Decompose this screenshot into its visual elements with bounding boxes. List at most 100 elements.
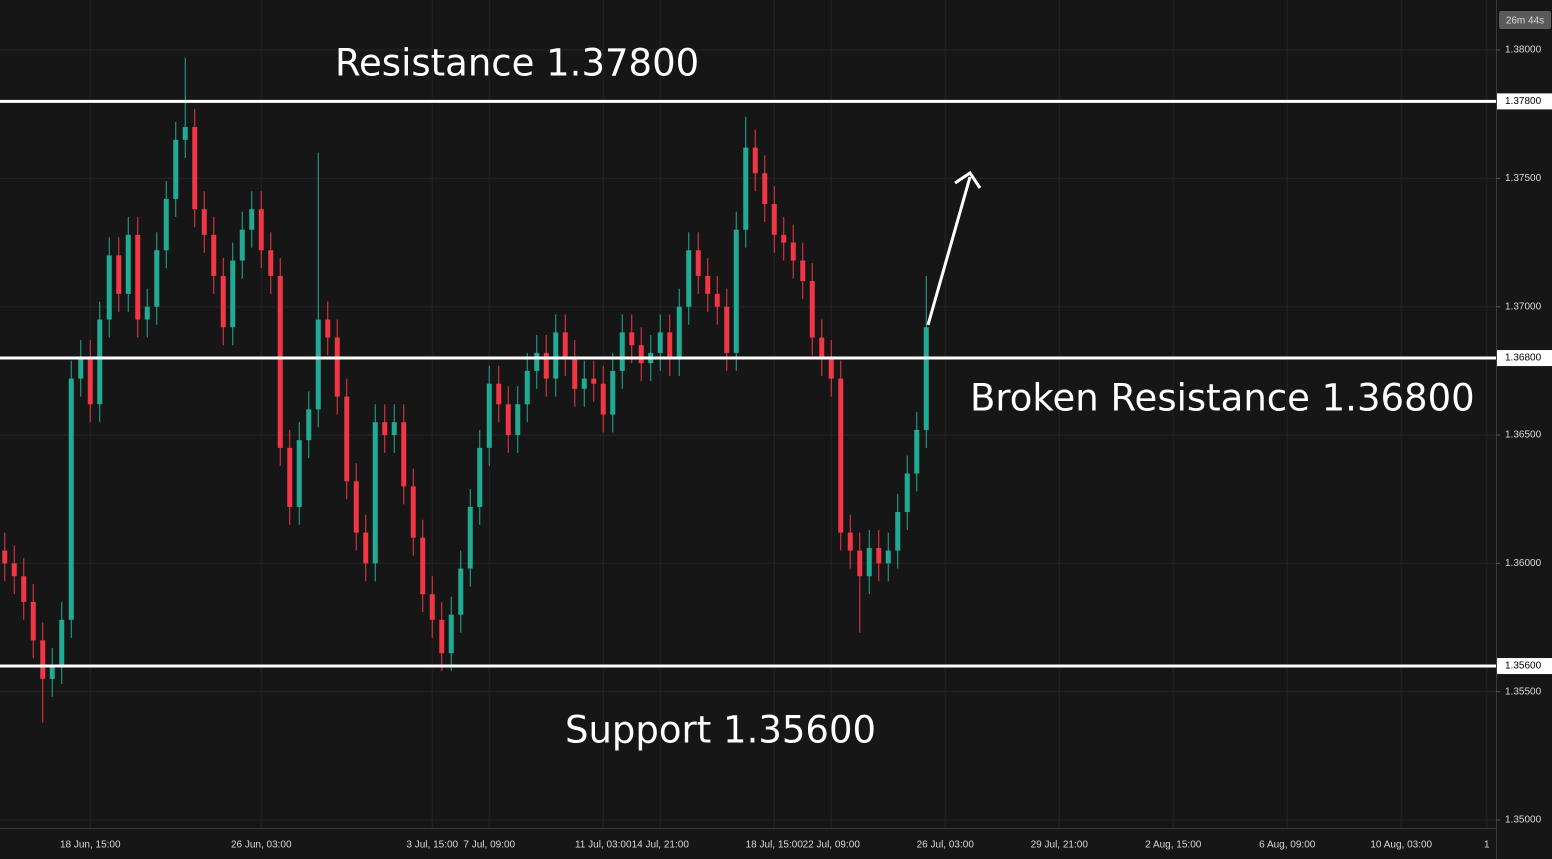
candle-body bbox=[714, 293, 720, 307]
candle-body bbox=[838, 378, 844, 533]
x-tick-label: 29 Jul, 21:00 bbox=[1031, 840, 1089, 851]
candle-body bbox=[496, 383, 502, 405]
x-tick-label: 2 Aug, 15:00 bbox=[1145, 840, 1202, 851]
axes: 1.38000 1.37500 1.37000 1.36500 1.36000 1.355… bbox=[60, 45, 1542, 851]
candle-body bbox=[885, 550, 891, 564]
x-tick-label: 3 Jul, 15:00 bbox=[406, 840, 458, 851]
candle-body bbox=[306, 409, 312, 441]
candle-body bbox=[144, 306, 150, 320]
candle-body bbox=[762, 173, 768, 205]
arrow bbox=[926, 170, 982, 326]
candle-body bbox=[230, 260, 236, 328]
candle-body bbox=[904, 473, 910, 513]
candle-body bbox=[420, 537, 426, 595]
candle-body bbox=[771, 204, 777, 235]
x-tick-label: 26 Jul, 03:00 bbox=[917, 840, 975, 851]
candle-body bbox=[486, 383, 492, 448]
candle-body bbox=[268, 250, 274, 276]
candle-body bbox=[828, 358, 834, 379]
candle-body bbox=[211, 234, 217, 276]
timer-box bbox=[1499, 11, 1551, 29]
candle-body bbox=[116, 255, 122, 294]
timer: 26m 44s bbox=[1506, 16, 1544, 27]
candle-body bbox=[553, 332, 559, 379]
x-tick-label: 1 bbox=[1484, 840, 1490, 851]
candle-body bbox=[125, 234, 131, 294]
candle-body bbox=[876, 547, 882, 564]
level-annotation: Resistance 1.37800 bbox=[335, 42, 699, 85]
candle-body bbox=[344, 396, 350, 482]
candle-body bbox=[619, 332, 625, 371]
y-tick-label: 1.37500 bbox=[1505, 173, 1542, 184]
candle-body bbox=[752, 147, 758, 174]
candle-body bbox=[78, 358, 84, 379]
candle-body bbox=[334, 337, 340, 397]
candle-body bbox=[686, 250, 692, 307]
candle-body bbox=[439, 619, 445, 654]
candle-body bbox=[458, 568, 464, 615]
candle-body bbox=[895, 512, 901, 551]
candles bbox=[2, 57, 929, 723]
candle-body bbox=[676, 306, 682, 359]
x-tick-label: 6 Aug, 09:00 bbox=[1259, 840, 1316, 851]
candle-body bbox=[163, 198, 169, 251]
candle-body bbox=[505, 404, 511, 436]
candle-body bbox=[705, 275, 711, 294]
candle-body bbox=[847, 532, 853, 551]
candle-body bbox=[249, 209, 255, 230]
candle-body bbox=[277, 275, 283, 448]
candle-body bbox=[382, 422, 388, 436]
candle-body bbox=[429, 594, 435, 620]
arrow-head bbox=[954, 170, 982, 189]
arrow-shaft bbox=[926, 176, 972, 326]
candle-body bbox=[724, 306, 730, 353]
candle-body bbox=[401, 422, 407, 487]
candle-body bbox=[11, 563, 17, 577]
candle-body bbox=[220, 275, 226, 328]
x-tick-label: 10 Aug, 03:00 bbox=[1370, 840, 1432, 851]
candle-body bbox=[296, 440, 302, 507]
candle-body bbox=[591, 378, 597, 384]
level-annotation: Broken Resistance 1.36800 bbox=[970, 377, 1475, 420]
y-tick-label: 1.38000 bbox=[1505, 45, 1542, 56]
candle-body bbox=[572, 358, 578, 389]
candle-body bbox=[581, 378, 587, 389]
candle-body bbox=[467, 506, 473, 569]
candle-body bbox=[135, 234, 141, 320]
candle-body bbox=[448, 614, 454, 654]
x-tick-label: 22 Jul, 09:00 bbox=[803, 840, 861, 851]
candle-body bbox=[49, 666, 55, 679]
y-tick-label: 1.35500 bbox=[1505, 686, 1542, 697]
y-tick-label: 1.36000 bbox=[1505, 558, 1542, 569]
candle-body bbox=[524, 370, 530, 405]
candle-body bbox=[743, 147, 749, 230]
candle-body bbox=[638, 345, 644, 364]
x-tick-label: 14 Jul, 21:00 bbox=[632, 840, 690, 851]
candle-body bbox=[657, 332, 663, 353]
candle-body bbox=[733, 229, 739, 353]
y-tick-label: 1.36500 bbox=[1505, 430, 1542, 441]
candle-body bbox=[87, 358, 93, 405]
candle-body bbox=[106, 255, 112, 320]
x-tick-label: 7 Jul, 09:00 bbox=[463, 840, 515, 851]
x-tick-label: 18 Jul, 15:00 bbox=[746, 840, 804, 851]
level-label: 1.35600 bbox=[1505, 661, 1542, 672]
y-tick-label: 1.35000 bbox=[1505, 815, 1542, 826]
x-tick-label: 26 Jun, 03:00 bbox=[231, 840, 292, 851]
candle-body bbox=[800, 260, 806, 282]
candle-body bbox=[30, 601, 36, 641]
level-label-box bbox=[1497, 350, 1552, 367]
candle-body bbox=[819, 337, 825, 359]
candle-body bbox=[2, 550, 8, 564]
candle-body bbox=[809, 281, 815, 338]
candle-body bbox=[857, 550, 863, 577]
candle-body bbox=[21, 576, 27, 602]
candle-body bbox=[315, 319, 321, 410]
candle-body bbox=[97, 319, 103, 405]
x-tick-label: 11 Jul, 03:00 bbox=[575, 840, 632, 851]
candle-body bbox=[372, 422, 378, 564]
candle-body bbox=[192, 127, 198, 210]
